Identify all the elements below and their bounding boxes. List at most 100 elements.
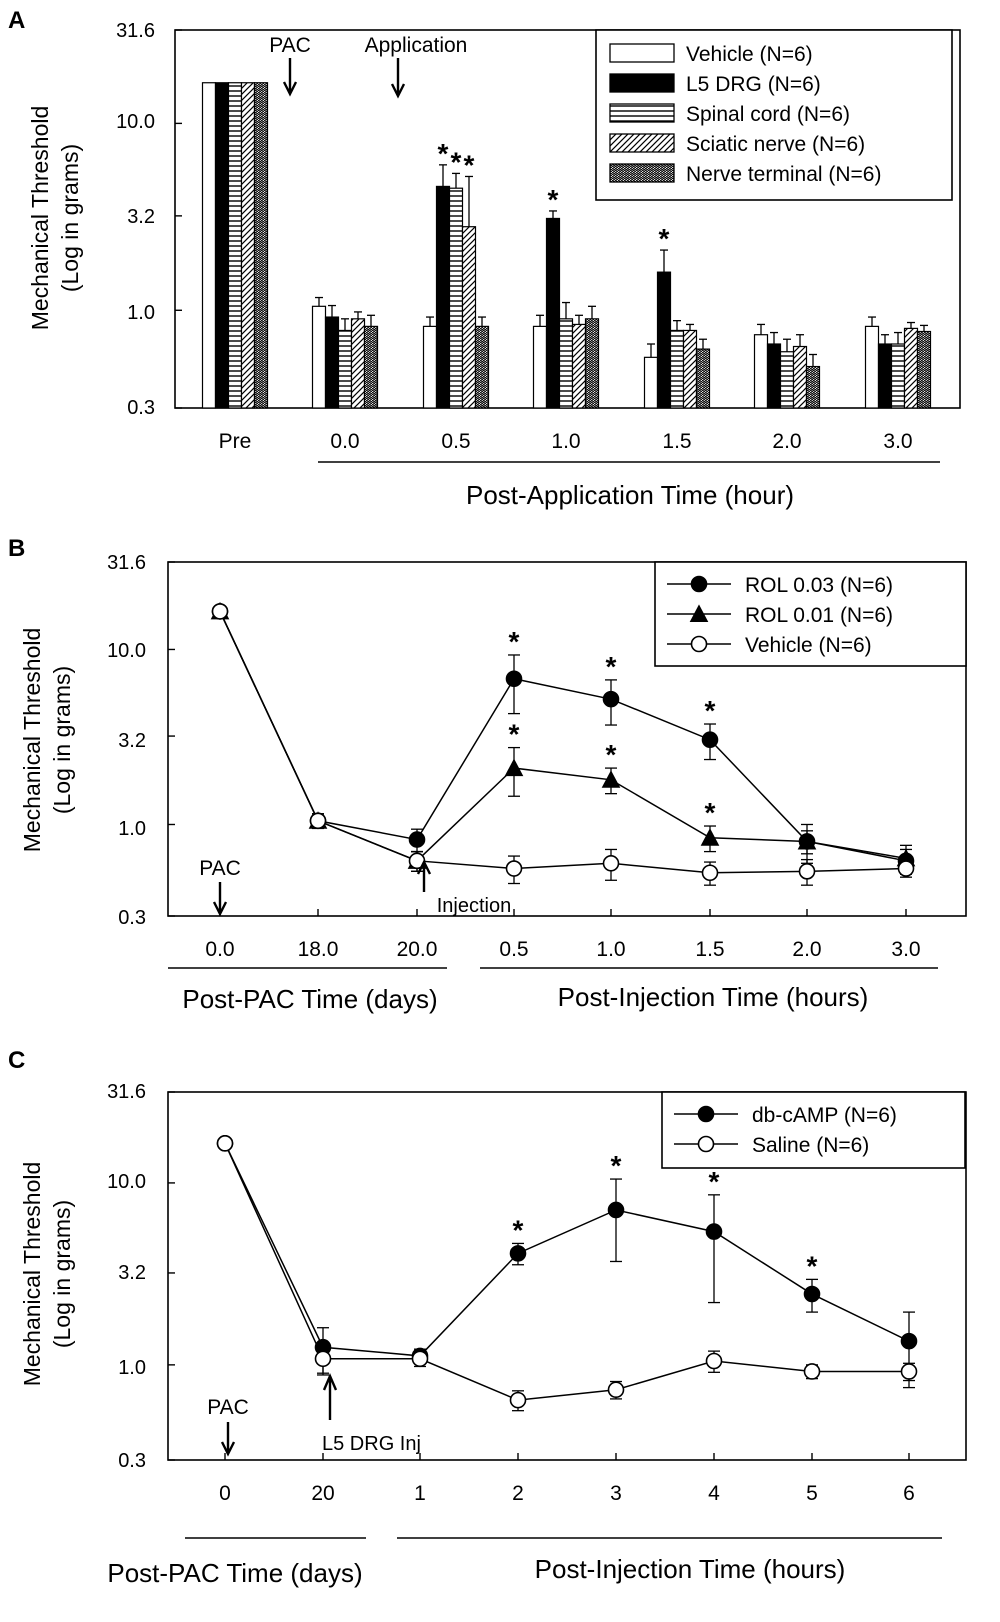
legend-label: L5 DRG (N=6) bbox=[686, 73, 821, 96]
legend-swatch bbox=[609, 103, 675, 123]
data-point bbox=[602, 690, 620, 708]
b-xtick-label: 2.0 bbox=[792, 938, 821, 961]
c-xtick-label: 3 bbox=[610, 1482, 622, 1505]
bar bbox=[805, 365, 821, 409]
a-ytick-label: 0.3 bbox=[127, 397, 155, 419]
b-ytick-label: 3.2 bbox=[118, 730, 146, 752]
significance-star: * bbox=[548, 184, 559, 215]
data-point bbox=[803, 1285, 821, 1303]
a-ylabel-line2: (Log in grams) bbox=[57, 144, 83, 292]
significance-star: * bbox=[709, 1166, 720, 1197]
a-ytick-label: 10.0 bbox=[116, 111, 155, 133]
c-ytick-label: 31.6 bbox=[107, 1081, 146, 1103]
data-point bbox=[690, 635, 708, 653]
significance-star: * bbox=[705, 695, 716, 726]
up-arrow-icon bbox=[322, 1372, 338, 1420]
bar bbox=[558, 318, 574, 409]
c-xlabel-right: Post-Injection Time (hours) bbox=[535, 1554, 846, 1584]
data-point bbox=[216, 1135, 234, 1152]
a-xlabel: Post-Application Time (hour) bbox=[466, 480, 794, 510]
data-point bbox=[797, 831, 817, 850]
legend-swatch bbox=[609, 133, 675, 153]
legend-label: Vehicle (N=6) bbox=[745, 634, 872, 657]
legend-swatch bbox=[609, 73, 675, 93]
significance-star: * bbox=[611, 1150, 622, 1181]
b-ytick-labels: 31.6 10.0 3.2 1.0 0.3 bbox=[107, 552, 146, 929]
a-annotation-pac: PAC bbox=[269, 34, 311, 97]
bar bbox=[201, 82, 217, 409]
significance-star: * bbox=[606, 651, 617, 682]
bar bbox=[656, 271, 672, 409]
c-ytick-label: 1.0 bbox=[118, 1357, 146, 1379]
c-ylabel-line1: Mechanical Threshold bbox=[19, 1162, 45, 1387]
panel-letter-a: A bbox=[8, 7, 25, 34]
data-point bbox=[798, 863, 816, 880]
c-xlabel-left: Post-PAC Time (days) bbox=[107, 1558, 362, 1588]
bar bbox=[448, 187, 464, 409]
data-point bbox=[900, 1363, 918, 1380]
b-xtick-label: 0.0 bbox=[205, 938, 234, 961]
down-arrow-icon bbox=[220, 1422, 236, 1457]
b-xlabel-right: Post-Injection Time (hours) bbox=[558, 982, 869, 1012]
bar bbox=[695, 348, 711, 409]
bar bbox=[571, 323, 587, 409]
significance-star: * bbox=[464, 149, 475, 180]
a-xtick-labels: Pre 0.0 0.5 1.0 1.5 2.0 3.0 bbox=[219, 430, 913, 453]
a-xtick-label: 1.0 bbox=[551, 430, 580, 453]
data-point bbox=[309, 812, 327, 830]
plot-frame bbox=[167, 561, 967, 917]
c-ytick-label: 0.3 bbox=[118, 1450, 146, 1472]
data-point bbox=[701, 864, 719, 882]
bar bbox=[779, 351, 795, 409]
c-pac-label: PAC bbox=[207, 1396, 249, 1419]
data-point bbox=[411, 1350, 429, 1368]
bar bbox=[584, 318, 600, 409]
bar bbox=[324, 316, 340, 409]
data-point bbox=[697, 1135, 715, 1153]
significance-star: * bbox=[659, 223, 670, 254]
significance-star: * bbox=[606, 739, 617, 770]
bar bbox=[916, 330, 932, 409]
c-ytick-labels: 31.6 10.0 3.2 1.0 0.3 bbox=[107, 1081, 146, 1472]
significance-star: * bbox=[705, 797, 716, 828]
down-arrow-icon bbox=[390, 58, 406, 99]
data-point bbox=[509, 1391, 527, 1409]
data-point bbox=[689, 604, 709, 622]
data-point bbox=[700, 828, 720, 846]
data-point bbox=[701, 731, 719, 749]
bar bbox=[877, 343, 893, 409]
c-xtick-label: 0 bbox=[219, 1482, 231, 1505]
bar bbox=[669, 329, 685, 409]
a-application-label: Application bbox=[365, 34, 468, 57]
c-legend: db-cAMP (N=6) Saline (N=6) bbox=[661, 1091, 966, 1169]
significance-star: * bbox=[451, 146, 462, 177]
data-point bbox=[803, 1363, 821, 1380]
legend-label: ROL 0.03 (N=6) bbox=[745, 574, 893, 597]
b-ylabel-line1: Mechanical Threshold bbox=[19, 628, 45, 853]
plot-frame bbox=[167, 1091, 967, 1461]
a-pac-label: PAC bbox=[269, 34, 311, 57]
data-point bbox=[408, 831, 426, 848]
a-ytick-labels: 31.6 10.0 3.2 1.0 0.3 bbox=[116, 20, 155, 419]
b-ytick-label: 31.6 bbox=[107, 552, 146, 574]
bar bbox=[474, 325, 490, 409]
legend-label: db-cAMP (N=6) bbox=[752, 1104, 897, 1127]
a-xtick-label: Pre bbox=[219, 430, 252, 453]
down-arrow-icon bbox=[212, 882, 228, 917]
data-point bbox=[509, 1245, 527, 1262]
legend-swatch bbox=[609, 43, 675, 63]
significance-star: * bbox=[807, 1250, 818, 1281]
c-xtick-label: 20 bbox=[311, 1482, 334, 1505]
bar bbox=[766, 343, 782, 409]
b-ytick-label: 10.0 bbox=[107, 640, 146, 662]
b-injection-label: Injection bbox=[437, 895, 512, 917]
bar bbox=[363, 325, 379, 409]
b-pac-label: PAC bbox=[199, 857, 241, 880]
bar bbox=[461, 226, 477, 409]
c-xtick-label: 1 bbox=[414, 1482, 426, 1505]
series-line bbox=[224, 1143, 910, 1357]
bar bbox=[227, 82, 243, 409]
data-point bbox=[697, 1105, 715, 1123]
a-xtick-label: 1.5 bbox=[662, 430, 691, 453]
